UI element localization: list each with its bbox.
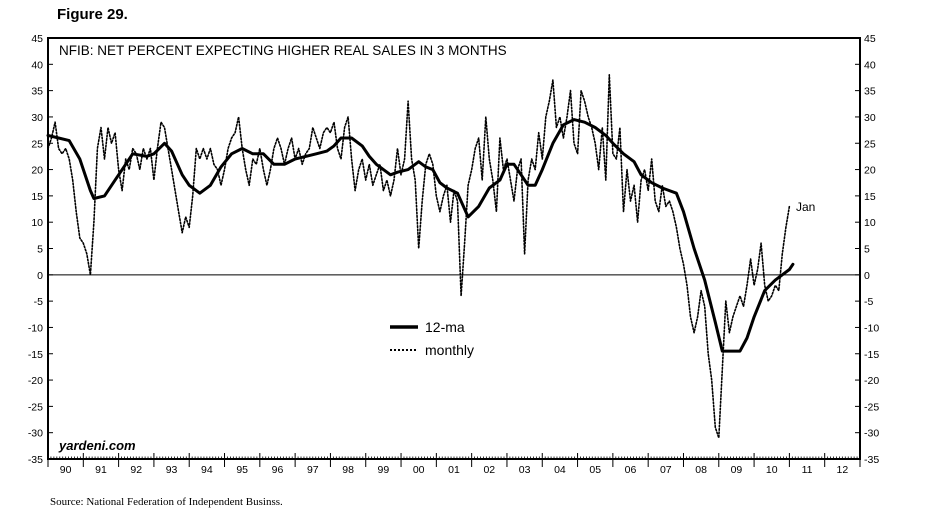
- y-tick-label-left: 0: [37, 270, 43, 282]
- x-tick-label: 03: [519, 464, 531, 476]
- y-tick-label-right: -15: [864, 349, 879, 361]
- x-tick-label: 95: [236, 464, 248, 476]
- y-tick-label-right: -25: [864, 401, 879, 413]
- y-tick-label-right: 30: [864, 112, 876, 124]
- x-tick-label: 09: [731, 464, 743, 476]
- x-tick-label: 10: [766, 464, 778, 476]
- y-tick-label-left: 5: [37, 244, 43, 256]
- y-tick-label-left: 45: [31, 33, 43, 45]
- y-tick-label-right: -30: [864, 428, 879, 440]
- y-tick-label-left: 20: [31, 165, 43, 177]
- x-tick-label: 05: [589, 464, 601, 476]
- x-tick-label: 93: [166, 464, 178, 476]
- y-tick-label-right: 45: [864, 33, 876, 45]
- y-tick-label-left: -35: [28, 454, 43, 466]
- series-line-12-ma: [46, 118, 795, 353]
- legend-label-monthly: monthly: [425, 342, 474, 358]
- y-tick-label-left: 15: [31, 191, 43, 203]
- x-tick-label: 11: [802, 464, 813, 476]
- legend-label-12ma: 12-ma: [425, 319, 465, 335]
- y-tick-label-left: -25: [28, 401, 43, 413]
- y-tick-label-left: 30: [31, 112, 43, 124]
- y-tick-label-right: -35: [864, 454, 879, 466]
- x-tick-label: 90: [60, 464, 72, 476]
- y-tick-label-right: 20: [864, 165, 876, 177]
- y-tick-label-left: -20: [28, 375, 43, 387]
- y-tick-label-right: 40: [864, 59, 876, 71]
- y-tick-label-left: -10: [28, 322, 43, 334]
- y-tick-label-right: -5: [864, 296, 873, 308]
- x-tick-label: 04: [554, 464, 566, 476]
- y-tick-label-left: -30: [28, 428, 43, 440]
- x-tick-label: 12: [837, 464, 849, 476]
- x-tick-label: 92: [130, 464, 142, 476]
- plot-frame: [47, 37, 861, 460]
- x-tick-label: 91: [95, 464, 107, 476]
- x-tick-label: 00: [413, 464, 425, 476]
- y-tick-label-left: 40: [31, 59, 43, 71]
- y-tick-label-left: 25: [31, 138, 43, 150]
- series-layer: [46, 74, 795, 439]
- x-tick-label: 01: [448, 464, 460, 476]
- y-tick-label-right: 35: [864, 86, 876, 98]
- watermark: yardeni.com: [58, 438, 136, 453]
- x-tick-label: 96: [272, 464, 284, 476]
- y-tick-label-left: 35: [31, 86, 43, 98]
- y-tick-label-right: 5: [864, 244, 870, 256]
- x-tick-label: 08: [695, 464, 707, 476]
- x-tick-label: 97: [307, 464, 319, 476]
- y-tick-label-right: -10: [864, 322, 879, 334]
- legend: 12-ma monthly: [390, 319, 474, 358]
- series-line-monthly: [47, 74, 791, 439]
- x-tick-label: 99: [378, 464, 390, 476]
- x-tick-label: 94: [201, 464, 213, 476]
- x-tick-label: 06: [625, 464, 637, 476]
- source-note: Source: National Federation of Independe…: [50, 496, 283, 508]
- y-tick-label-right: 0: [864, 270, 870, 282]
- figure-label: Figure 29.: [57, 6, 128, 23]
- y-tick-label-right: 15: [864, 191, 876, 203]
- y-tick-label-right: 25: [864, 138, 876, 150]
- y-tick-label-right: 10: [864, 217, 876, 229]
- chart-title: NFIB: NET PERCENT EXPECTING HIGHER REAL …: [59, 43, 507, 58]
- x-tick-label: 98: [342, 464, 354, 476]
- y-tick-label-left: -5: [34, 296, 43, 308]
- y-tick-label-left: -15: [28, 349, 43, 361]
- y-tick-label-left: 10: [31, 217, 43, 229]
- jan-annotation: Jan: [796, 200, 815, 214]
- x-tick-label: 02: [483, 464, 495, 476]
- y-tick-label-right: -20: [864, 375, 879, 387]
- x-tick-label: 07: [660, 464, 672, 476]
